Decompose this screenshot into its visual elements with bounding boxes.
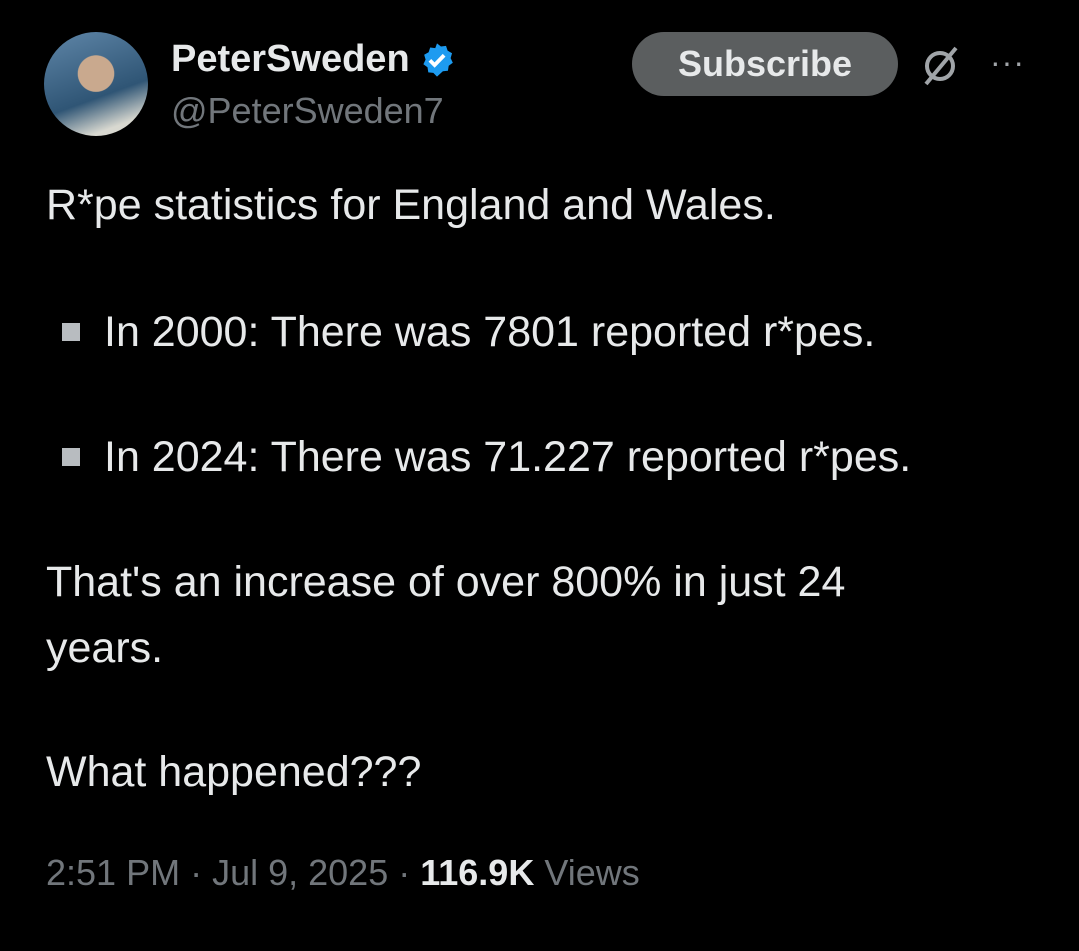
author-name-row[interactable]: PeterSweden xyxy=(171,38,456,81)
separator: · xyxy=(180,852,213,893)
tweet-intro: R*pe statistics for England and Wales. xyxy=(46,181,776,229)
tweet-date[interactable]: Jul 9, 2025 xyxy=(212,852,389,893)
tweet-line: That's an increase of over 800% in just … xyxy=(46,558,846,606)
bullet-text: In 2000: There was 7801 reported r*pes. xyxy=(104,307,876,356)
views-label: Views xyxy=(534,852,640,893)
avatar[interactable] xyxy=(44,32,148,136)
separator: · xyxy=(388,852,421,893)
tweet-line: years. xyxy=(46,624,164,672)
bullet-square-icon xyxy=(62,448,80,466)
bullet-text: In 2024: There was 71.227 reported r*pes… xyxy=(104,432,912,481)
views-count: 116.9K xyxy=(420,852,535,893)
tweet-time[interactable]: 2:51 PM xyxy=(46,852,181,893)
tweet-question: What happened??? xyxy=(46,748,422,796)
grok-icon[interactable] xyxy=(918,44,962,88)
author-name[interactable]: PeterSweden xyxy=(171,38,410,80)
bullet-item: In 2024: There was 71.227 reported r*pes… xyxy=(62,425,911,489)
tweet-meta: 2:51 PM · Jul 9, 2025 · 116.9K Views xyxy=(46,852,640,894)
author-handle[interactable]: @PeterSweden7 xyxy=(171,90,444,131)
subscribe-button[interactable]: Subscribe xyxy=(632,32,898,96)
verified-badge-icon xyxy=(423,42,453,77)
more-options-icon[interactable]: ··· xyxy=(990,44,1025,80)
bullet-item: In 2000: There was 7801 reported r*pes. xyxy=(62,300,875,364)
bullet-square-icon xyxy=(62,323,80,341)
